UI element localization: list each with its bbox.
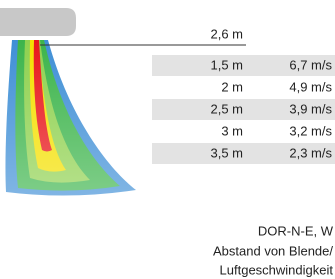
- caption-line: Luftgeschwindigkeit: [220, 262, 334, 277]
- distance: 2 m: [221, 79, 243, 94]
- table: 1,5 m 6,7 m/s 2 m 4,9 m/s 2,5 m 3,9 m/s 3 m 3,2…: [152, 55, 335, 164]
- caption-line: DOR-N-E, W: [258, 223, 334, 238]
- distance: 3,5 m: [210, 145, 243, 160]
- velocity: 3,9 m/s: [289, 101, 332, 116]
- distance: 1,5 m: [210, 57, 243, 72]
- velocity: 4,9 m/s: [289, 79, 332, 94]
- velocity: 6,7 m/s: [289, 57, 332, 72]
- distance: 2,5 m: [210, 101, 243, 116]
- air-curtain-diagram: 2,6 m 1,5 m 6,7 m/s 2 m 4,9 m/s 2,5 m 3,9 m/s…: [0, 0, 335, 279]
- caption-line: Abstand von Blende/: [213, 243, 333, 258]
- distance: 3 m: [221, 123, 243, 138]
- height-label: 2,6 m: [210, 26, 243, 41]
- plume: [0, 40, 140, 200]
- device: [0, 8, 76, 36]
- velocity: 3,2 m/s: [289, 123, 332, 138]
- velocity: 2,3 m/s: [289, 145, 332, 160]
